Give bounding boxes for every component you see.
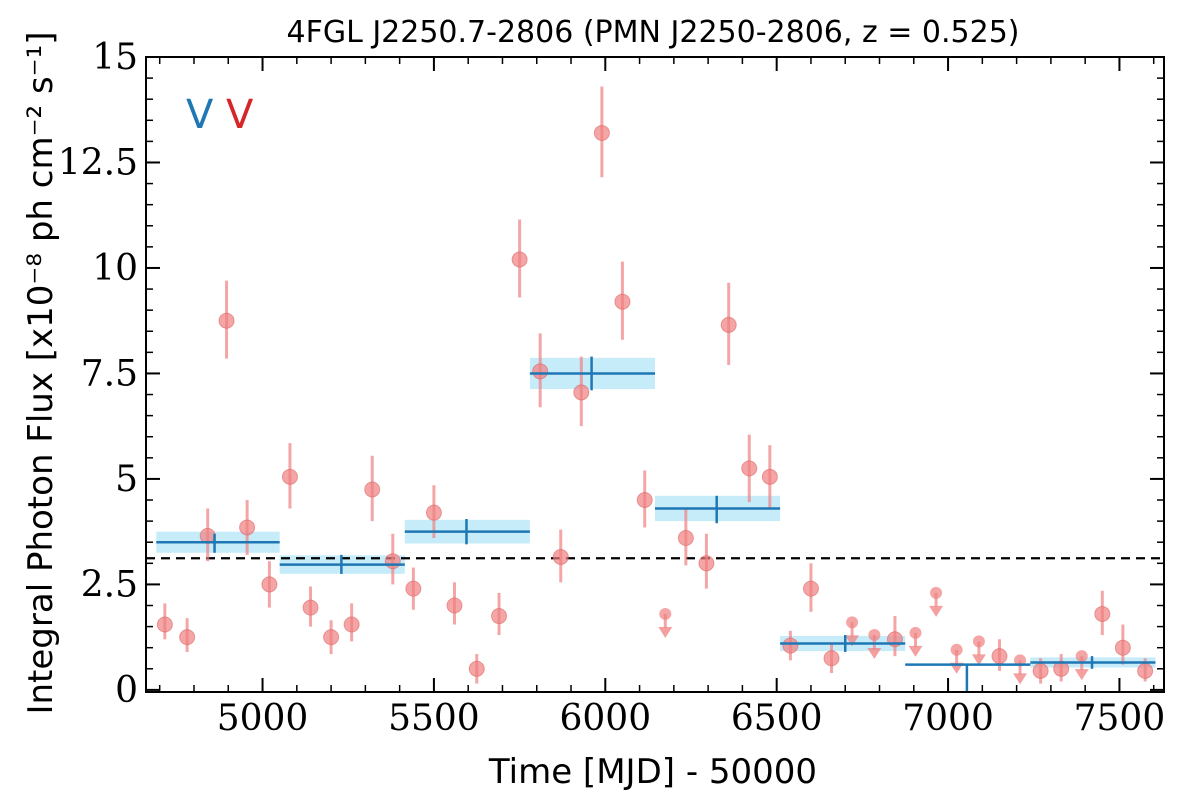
flux-point xyxy=(323,629,340,646)
flux-point xyxy=(761,468,778,485)
upper-limit-arrow xyxy=(1074,669,1089,681)
y-tick-label: 15 xyxy=(92,37,138,78)
flux-point xyxy=(343,616,360,633)
flux-point xyxy=(991,648,1008,665)
y-tick-label: 2.5 xyxy=(81,564,138,605)
upper-limit-arrow xyxy=(1013,673,1028,685)
flux-point xyxy=(823,650,840,667)
flux-point xyxy=(281,468,298,485)
flux-point xyxy=(446,597,463,614)
upper-limit-point xyxy=(909,626,922,639)
flux-point xyxy=(239,519,256,536)
y-tick-label: 10 xyxy=(92,248,138,289)
flux-point xyxy=(802,580,819,597)
flux-point xyxy=(1032,662,1049,679)
x-tick-label: 7500 xyxy=(1074,698,1166,739)
flux-point xyxy=(511,251,528,268)
upper-limit-point xyxy=(868,629,881,642)
plot-frame xyxy=(145,56,1165,693)
flux-point xyxy=(1114,639,1131,656)
upper-limit-arrow xyxy=(929,605,944,617)
flux-point xyxy=(720,316,737,333)
upper-limit-arrow xyxy=(908,645,923,657)
flux-point xyxy=(179,629,196,646)
upper-limit-arrow xyxy=(658,626,673,638)
y-tick-label: 12.5 xyxy=(58,142,138,183)
x-tick-label: 5500 xyxy=(388,698,480,739)
flux-point xyxy=(468,660,485,677)
flux-point xyxy=(698,555,715,572)
variability-label: V xyxy=(226,92,254,138)
flux-point xyxy=(636,492,653,509)
flux-point xyxy=(364,481,381,498)
flux-point xyxy=(1137,662,1154,679)
flux-point xyxy=(405,580,422,597)
y-axis-title: Integral Photon Flux [x10⁻⁸ ph cm⁻² s⁻¹] xyxy=(21,31,61,714)
binned-flux-bands xyxy=(156,357,1156,668)
flux-point xyxy=(782,637,799,654)
upper-limit-point xyxy=(972,635,985,648)
upper-limit-arrow xyxy=(845,635,860,647)
flux-point xyxy=(741,460,758,477)
x-tick-label: 6500 xyxy=(731,698,823,739)
y-tick-label: 0 xyxy=(115,670,138,711)
upper-limit-arrow xyxy=(971,654,986,666)
flux-point xyxy=(218,312,235,329)
variability-label: V xyxy=(186,92,214,138)
axis-tick-labels: 5000 5500 6000 6500 7000 7500 0 2.5 5 7.5 10 12.5 15 xyxy=(58,37,1165,739)
flux-point xyxy=(532,363,549,380)
x-tick-label: 5000 xyxy=(217,698,309,739)
upper-limit-point xyxy=(1075,650,1088,663)
axis-ticks xyxy=(146,56,1164,692)
y-tick-label: 5 xyxy=(115,459,138,500)
flux-point xyxy=(614,293,631,310)
flux-point xyxy=(677,529,694,546)
flux-point xyxy=(156,616,173,633)
flux-point xyxy=(425,504,442,521)
binned-flux-bars xyxy=(156,356,1156,692)
chart-title: 4FGL J2250.7-2806 (PMN J2250-2806, z = 0… xyxy=(286,15,1019,50)
flux-point xyxy=(491,608,508,625)
flux-point xyxy=(573,384,590,401)
y-tick-label: 7.5 xyxy=(81,353,138,394)
upper-limit-point xyxy=(930,586,943,599)
upper-limit-point xyxy=(846,616,859,629)
x-tick-label: 6000 xyxy=(559,698,651,739)
upper-limit-point xyxy=(950,643,963,656)
flux-point xyxy=(302,599,319,616)
upper-limit-arrow xyxy=(867,648,882,660)
flux-point xyxy=(261,576,278,593)
flux-point xyxy=(552,548,569,565)
upper-limit-point xyxy=(659,607,672,620)
flux-point xyxy=(1094,605,1111,622)
flux-point xyxy=(384,553,401,570)
x-axis-title: Time [MJD] - 50000 xyxy=(488,752,817,792)
x-tick-label: 7000 xyxy=(902,698,994,739)
flux-point xyxy=(593,124,610,141)
